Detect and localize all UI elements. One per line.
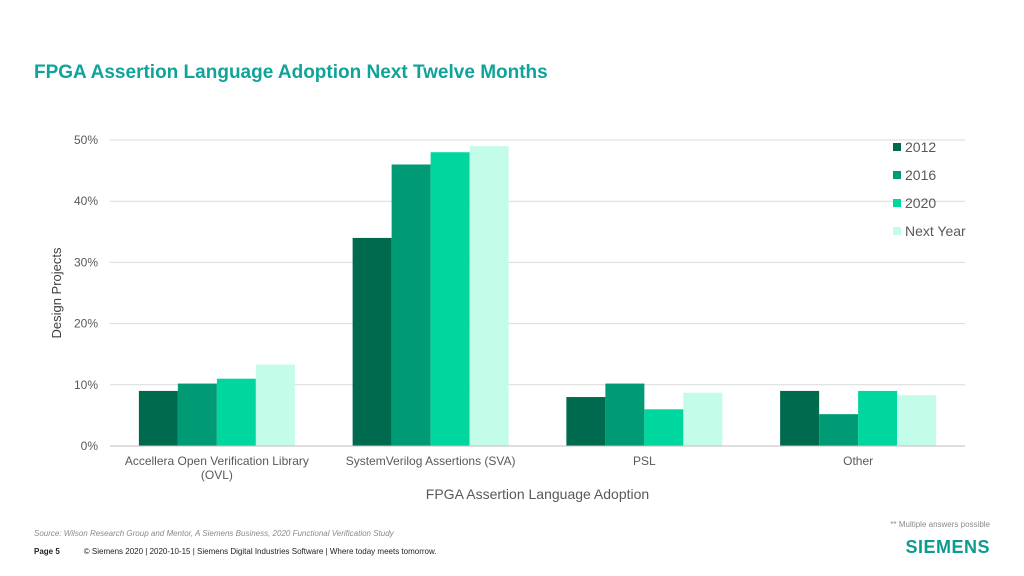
bar (255, 364, 295, 446)
x-axis-title: FPGA Assertion Language Adoption (426, 486, 649, 502)
x-tick-label: Accellera Open Verification Library (125, 454, 309, 468)
y-axis-title: Design Projects (49, 247, 64, 339)
y-tick-label: 50% (74, 133, 98, 147)
legend-label: 2016 (905, 167, 936, 183)
page-number: Page 5 (34, 547, 60, 556)
bar (469, 146, 509, 446)
y-tick-label: 10% (74, 378, 98, 392)
y-tick-label: 40% (74, 194, 98, 208)
bar (644, 409, 684, 446)
source-footnote: Source: Wilson Research Group and Mentor… (34, 529, 394, 538)
bar (897, 395, 937, 446)
bar (605, 383, 645, 446)
legend-swatch (893, 171, 901, 179)
bar (819, 414, 859, 446)
legend-label: Next Year (905, 223, 966, 239)
x-tick-label: PSL (633, 454, 656, 468)
x-tick-label: (OVL) (201, 468, 233, 482)
legend-swatch (893, 227, 901, 235)
legend-swatch (893, 143, 901, 151)
y-tick-label: 20% (74, 317, 98, 331)
bar (683, 392, 723, 446)
bar (352, 237, 392, 446)
bar (138, 390, 178, 446)
x-tick-label: SystemVerilog Assertions (SVA) (346, 454, 516, 468)
y-tick-label: 0% (81, 439, 99, 453)
bar (177, 383, 217, 446)
footer: Page 5 © Siemens 2020 | 2020-10-15 | Sie… (34, 547, 437, 556)
multiple-answers-note: ** Multiple answers possible (890, 520, 990, 529)
bar (566, 397, 606, 446)
bar (216, 378, 256, 446)
bar (858, 390, 898, 446)
y-tick-label: 30% (74, 255, 98, 269)
slide-title: FPGA Assertion Language Adoption Next Tw… (34, 62, 548, 83)
bar (391, 164, 431, 447)
legend-swatch (893, 199, 901, 207)
siemens-logo: SIEMENS (905, 537, 990, 557)
bar (780, 390, 820, 446)
copyright-text: © Siemens 2020 | 2020-10-15 | Siemens Di… (83, 547, 437, 556)
bar (430, 152, 470, 447)
x-tick-label: Other (843, 454, 873, 468)
legend-label: 2012 (905, 139, 936, 155)
legend-label: 2020 (905, 195, 936, 211)
